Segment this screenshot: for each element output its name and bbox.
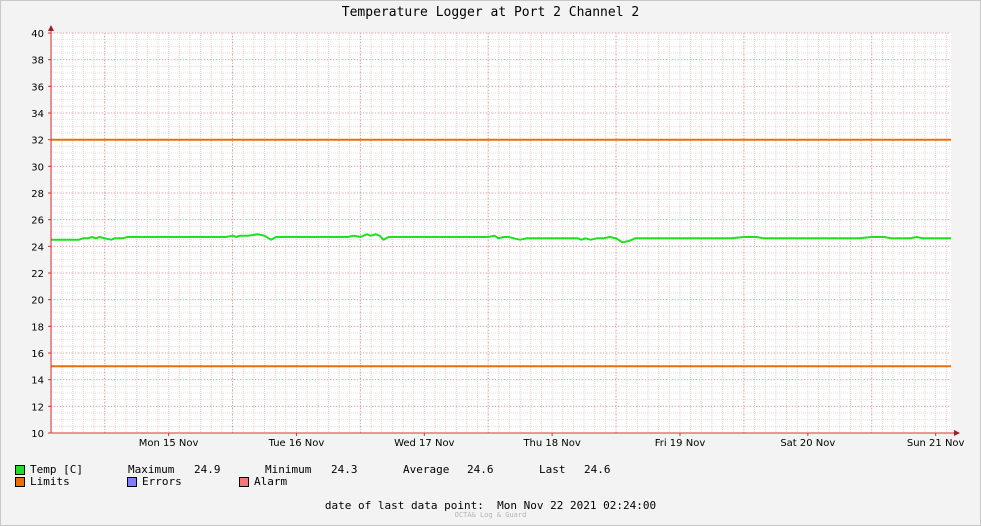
temp-legend-swatch (15, 465, 25, 475)
last-data-point: date of last data point: Mon Nov 22 2021… (0, 499, 981, 512)
x-tick-label: Tue 16 Nov (268, 438, 325, 449)
y-axis-arrow (48, 25, 54, 31)
last-label: Last (539, 463, 566, 476)
y-tick-label: 40 (31, 29, 44, 40)
last-data-point-value: Mon Nov 22 2021 02:24:00 (497, 499, 657, 512)
alarm-legend-swatch (239, 477, 249, 487)
average-value: 24.6 (467, 463, 494, 476)
x-tick-label: Wed 17 Nov (394, 438, 454, 449)
y-tick-labels: 10 12 14 16 18 20 22 24 26 28 30 32 34 36 38 40 (31, 29, 44, 440)
series-layer (51, 138, 951, 368)
y-tick-label: 16 (31, 349, 44, 360)
x-tick-labels: Mon 15 Nov Tue 16 Nov Wed 17 Nov Thu 18 Nov… (139, 438, 965, 449)
y-tick-label: 22 (31, 269, 44, 280)
axes (48, 25, 960, 436)
y-tick-label: 24 (31, 242, 44, 253)
y-tick-label: 10 (31, 429, 44, 440)
errors-legend-swatch (127, 477, 137, 487)
limits-legend-label: Limits (30, 475, 70, 488)
y-tick-label: 20 (31, 296, 44, 307)
y-tick-label: 30 (31, 162, 44, 173)
temp-legend-label: Temp [C] (30, 463, 83, 476)
limits-legend-swatch (15, 477, 25, 487)
y-tick-label: 32 (31, 136, 44, 147)
y-tick-label: 26 (31, 216, 44, 227)
y-tick-label: 12 (31, 402, 44, 413)
average-label: Average (403, 463, 450, 476)
x-tick-label: Mon 15 Nov (139, 438, 199, 449)
temp-series-line (51, 233, 951, 244)
y-tick-label: 38 (31, 56, 44, 67)
x-tick-label: Fri 19 Nov (655, 438, 706, 449)
y-tick-label: 18 (31, 322, 44, 333)
y-tick-label: 14 (31, 376, 44, 387)
minimum-value: 24.3 (331, 463, 358, 476)
y-tick-label: 34 (31, 109, 44, 120)
x-tick-label: Sun 21 Nov (907, 438, 965, 449)
y-tick-label: 28 (31, 189, 44, 200)
x-axis-arrow (954, 430, 960, 436)
last-value: 24.6 (584, 463, 611, 476)
maximum-label: Maximum (128, 463, 175, 476)
last-data-point-label: date of last data point: (324, 499, 484, 512)
y-tick-label: 36 (31, 82, 44, 93)
x-tick-label: Sat 20 Nov (780, 438, 835, 449)
minimum-label: Minimum (265, 463, 312, 476)
x-tick-label: Thu 18 Nov (522, 438, 580, 449)
errors-legend-label: Errors (142, 475, 182, 488)
credit-watermark: OCTA& Log & Guard (454, 511, 527, 519)
minor-grid (50, 32, 951, 434)
chart-title: Temperature Logger at Port 2 Channel 2 (341, 5, 640, 20)
maximum-value: 24.9 (194, 463, 221, 476)
alarm-legend-label: Alarm (254, 475, 288, 488)
